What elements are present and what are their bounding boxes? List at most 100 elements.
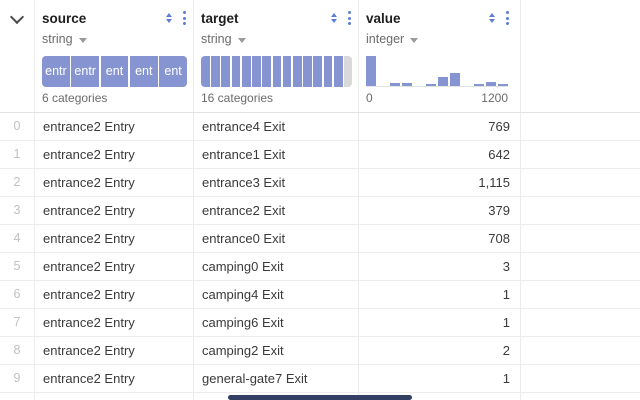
category-segment[interactable] xyxy=(292,56,302,87)
cell-empty xyxy=(521,337,640,364)
cell-value: 769 xyxy=(359,113,521,140)
histogram-bar xyxy=(474,84,484,86)
column-type-dropdown-value[interactable]: integer xyxy=(366,31,510,47)
column-header-value: value integer 0 1200 xyxy=(359,0,521,112)
table-row: 4 entrance2 Entry entrance0 Exit 708 xyxy=(0,225,640,253)
column-type-dropdown-source[interactable]: string xyxy=(42,31,187,47)
cell-source: entrance2 Entry xyxy=(35,309,194,336)
category-segment[interactable]: entr xyxy=(42,56,70,87)
cell-value: 2 xyxy=(359,337,521,364)
value-histogram[interactable] xyxy=(366,56,508,87)
cell-target: entrance4 Exit xyxy=(194,113,359,140)
row-index: 6 xyxy=(0,281,35,308)
histogram-bar xyxy=(402,83,412,86)
sort-icon[interactable] xyxy=(329,11,339,25)
cell-value: 3 xyxy=(359,253,521,280)
column-name-target: target xyxy=(201,10,239,26)
cell-target: camping4 Exit xyxy=(194,281,359,308)
cell-target: general-gate7 Exit xyxy=(194,365,359,392)
category-segment[interactable] xyxy=(333,56,343,87)
cell-target: camping6 Exit xyxy=(194,309,359,336)
category-segment[interactable]: ent xyxy=(100,56,129,87)
row-index: 1 xyxy=(0,141,35,168)
cell-empty xyxy=(521,281,640,308)
caret-down-icon xyxy=(237,37,246,43)
cell-target: entrance1 Exit xyxy=(194,141,359,168)
column-header-source: source string entr entr ent ent ent 6 catego… xyxy=(35,0,194,112)
other-category-segment[interactable] xyxy=(344,56,352,87)
histogram-bar xyxy=(486,81,496,86)
target-categories-caption: 16 categories xyxy=(201,91,274,105)
empty-column-header xyxy=(521,0,640,112)
category-segment[interactable]: ent xyxy=(129,56,158,87)
caret-down-icon xyxy=(410,37,419,43)
cell-empty xyxy=(521,113,640,140)
category-segment[interactable] xyxy=(282,56,292,87)
cell-value: 708 xyxy=(359,225,521,252)
histogram-bar xyxy=(366,56,376,86)
cell-value: 1 xyxy=(359,281,521,308)
axis-min-label: 0 xyxy=(366,91,373,105)
cell-empty xyxy=(521,169,640,196)
column-header-target: target string 16 categories xyxy=(194,0,359,112)
category-segment[interactable] xyxy=(323,56,333,87)
histogram-bar xyxy=(498,84,508,86)
category-segment[interactable] xyxy=(231,56,241,87)
histogram-bar xyxy=(390,83,400,86)
cell-empty xyxy=(521,225,640,252)
category-segment[interactable] xyxy=(221,56,231,87)
category-segment[interactable] xyxy=(262,56,272,87)
table-row: 7 entrance2 Entry camping6 Exit 1 xyxy=(0,309,640,337)
histogram-bar xyxy=(426,84,436,86)
table-row: 2 entrance2 Entry entrance3 Exit 1,115 xyxy=(0,169,640,197)
histogram-bar xyxy=(450,73,460,86)
row-index: 8 xyxy=(0,337,35,364)
column-menu-icon[interactable] xyxy=(505,10,510,26)
category-segment[interactable] xyxy=(313,56,323,87)
source-category-bar[interactable]: entr entr ent ent ent xyxy=(42,56,187,87)
cell-target: camping2 Exit xyxy=(194,337,359,364)
cell-empty xyxy=(521,309,640,336)
cell-value: 379 xyxy=(359,197,521,224)
category-segment[interactable] xyxy=(201,56,210,87)
column-name-value: value xyxy=(366,10,401,26)
category-segment[interactable] xyxy=(252,56,261,87)
row-index: 9 xyxy=(0,365,35,392)
cell-source: entrance2 Entry xyxy=(35,141,194,168)
row-index: 0 xyxy=(0,113,35,140)
category-segment[interactable]: entr xyxy=(71,56,100,87)
collapse-chevron-down-icon[interactable] xyxy=(9,9,25,25)
sort-icon[interactable] xyxy=(164,11,174,25)
category-segment[interactable] xyxy=(303,56,312,87)
cell-source: entrance2 Entry xyxy=(35,337,194,364)
category-segment[interactable] xyxy=(241,56,251,87)
row-index: 7 xyxy=(0,309,35,336)
target-category-bar[interactable] xyxy=(201,56,352,87)
column-type-dropdown-target[interactable]: string xyxy=(201,31,352,47)
row-index: 4 xyxy=(0,225,35,252)
axis-max-label: 1200 xyxy=(481,91,508,105)
cell-value: 1,115 xyxy=(359,169,521,196)
column-menu-icon[interactable] xyxy=(182,10,187,26)
caret-down-icon xyxy=(78,37,87,43)
sort-icon[interactable] xyxy=(487,11,497,25)
category-segment[interactable]: ent xyxy=(159,56,187,87)
cell-empty xyxy=(521,253,640,280)
row-index: 2 xyxy=(0,169,35,196)
table-row: 0 entrance2 Entry entrance4 Exit 769 xyxy=(0,113,640,141)
horizontal-scrollbar-thumb[interactable] xyxy=(228,395,412,400)
cell-source: entrance2 Entry xyxy=(35,253,194,280)
cell-empty xyxy=(521,365,640,392)
category-segment[interactable] xyxy=(272,56,282,87)
table-row: 1 entrance2 Entry entrance1 Exit 642 xyxy=(0,141,640,169)
column-menu-icon[interactable] xyxy=(347,10,352,26)
histogram-bar xyxy=(438,77,448,86)
cell-target: entrance0 Exit xyxy=(194,225,359,252)
table-row: 8 entrance2 Entry camping2 Exit 2 xyxy=(0,337,640,365)
cell-empty xyxy=(521,141,640,168)
cell-target: entrance2 Exit xyxy=(194,197,359,224)
category-segment[interactable] xyxy=(211,56,220,87)
table-body: 0 entrance2 Entry entrance4 Exit 769 1 e… xyxy=(0,112,640,393)
table-row: 5 entrance2 Entry camping0 Exit 3 xyxy=(0,253,640,281)
